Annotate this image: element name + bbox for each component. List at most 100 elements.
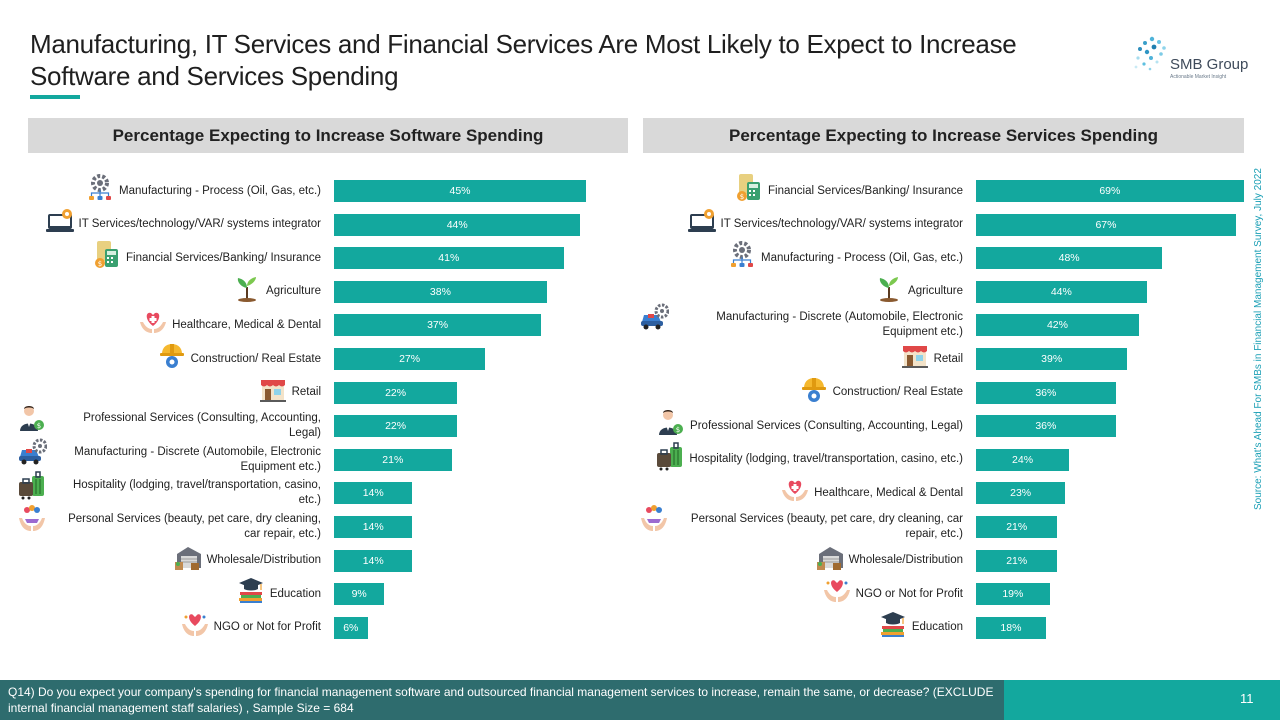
store-icon bbox=[258, 374, 288, 404]
software-bar bbox=[334, 549, 413, 572]
software-category-label: Education bbox=[269, 587, 321, 600]
svg-text:$: $ bbox=[37, 422, 41, 430]
hard-hat-icon bbox=[799, 374, 829, 404]
professional-icon: $ bbox=[17, 403, 47, 433]
services-bar-value-label: 67% bbox=[1095, 218, 1117, 231]
heart-hand-icon bbox=[822, 575, 852, 605]
services-bar bbox=[976, 482, 1066, 505]
services-bar bbox=[976, 415, 1116, 438]
services-category-label: Wholesale/Distribution bbox=[848, 554, 963, 567]
software-bar bbox=[334, 280, 547, 303]
software-bar-value-label: 44% bbox=[446, 218, 468, 231]
software-bar bbox=[334, 348, 486, 370]
source-note: Source: What's Ahead For SMBs in Financi… bbox=[1253, 168, 1264, 510]
calculator-icon: $ bbox=[734, 172, 764, 202]
page-title: Manufacturing, IT Services and Financial… bbox=[30, 29, 1017, 91]
software-bar-value-label: 14% bbox=[362, 487, 384, 500]
svg-text:$: $ bbox=[676, 426, 680, 434]
services-bar bbox=[976, 583, 1050, 606]
logo-name: SMB Group bbox=[1170, 56, 1249, 73]
software-bar-value-label: 6% bbox=[343, 621, 359, 634]
software-bar-value-label: 37% bbox=[427, 319, 449, 332]
software-category-label: Hospitality (lodging, travel/transportat… bbox=[72, 479, 321, 507]
services-bar-value-label: 36% bbox=[1035, 386, 1057, 399]
services-category-label: Financial Services/Banking/ Insurance bbox=[768, 184, 963, 197]
services-bar bbox=[976, 516, 1058, 538]
software-bar bbox=[334, 247, 564, 270]
luggage-icon bbox=[655, 441, 685, 471]
software-bar bbox=[334, 583, 385, 606]
gear-icon bbox=[85, 172, 115, 202]
car-gear-icon bbox=[639, 302, 670, 332]
software-category-label: Construction/ Real Estate bbox=[190, 352, 321, 365]
services-bar-value-label: 21% bbox=[1006, 554, 1028, 567]
services-bar bbox=[976, 280, 1147, 303]
software-bar-value-label: 9% bbox=[351, 588, 367, 601]
books-icon bbox=[878, 609, 908, 639]
services-bar-value-label: 39% bbox=[1041, 353, 1063, 365]
medical-hands-icon bbox=[780, 474, 810, 504]
services-category-label: Hospitality (lodging, travel/transportat… bbox=[689, 453, 963, 466]
software-bar bbox=[334, 448, 452, 471]
services-chart-title: Percentage Expecting to Increase Service… bbox=[643, 118, 1244, 153]
professional-icon: $ bbox=[656, 407, 686, 437]
services-bar-value-label: 69% bbox=[1099, 185, 1121, 197]
software-bar-value-label: 41% bbox=[438, 252, 460, 265]
services-category-label: Personal Services (beauty, pet care, dry… bbox=[690, 513, 963, 540]
gear-icon bbox=[727, 239, 757, 269]
software-bar bbox=[334, 381, 458, 404]
services-category-label: Professional Services (Consulting, Accou… bbox=[690, 419, 963, 432]
books-icon bbox=[236, 575, 266, 605]
logo-tagline: Actionable Market Insight bbox=[1170, 74, 1227, 80]
heart-hand-icon bbox=[180, 609, 210, 639]
services-bar-value-label: 24% bbox=[1012, 453, 1034, 466]
software-bar-value-label: 21% bbox=[382, 453, 404, 466]
services-bar bbox=[976, 213, 1236, 236]
services-category-label: IT Services/technology/VAR/ systems inte… bbox=[720, 218, 963, 231]
software-bar-value-label: 22% bbox=[385, 386, 407, 399]
survey-question-footer: Q14) Do you expect your company's spendi… bbox=[0, 680, 1004, 720]
services-category-label: Healthcare, Medical & Dental bbox=[814, 486, 963, 499]
svg-text:$: $ bbox=[98, 260, 102, 268]
plant-icon bbox=[874, 273, 904, 303]
software-category-label: Wholesale/Distribution bbox=[206, 554, 321, 567]
software-category-label: Financial Services/Banking/ Insurance bbox=[126, 251, 321, 264]
software-chart-title: Percentage Expecting to Increase Softwar… bbox=[28, 118, 628, 153]
computer-icon bbox=[45, 206, 75, 236]
software-category-label: Healthcare, Medical & Dental bbox=[172, 318, 321, 331]
services-category-label: Manufacturing - Process (Oil, Gas, etc.) bbox=[761, 251, 963, 264]
car-gear-icon bbox=[17, 437, 48, 467]
plant-icon bbox=[232, 273, 262, 303]
software-bar-value-label: 14% bbox=[362, 554, 384, 567]
services-bar-value-label: 36% bbox=[1035, 420, 1057, 433]
software-bar bbox=[334, 516, 413, 538]
software-category-label: Manufacturing - Discrete (Automobile, El… bbox=[74, 445, 321, 473]
services-bar bbox=[976, 448, 1070, 471]
services-bar-value-label: 48% bbox=[1058, 252, 1080, 265]
services-bar bbox=[976, 381, 1116, 404]
footer-accent-strip bbox=[1004, 680, 1280, 720]
services-bar-value-label: 44% bbox=[1050, 285, 1072, 298]
software-category-label: IT Services/technology/VAR/ systems inte… bbox=[78, 218, 321, 231]
software-bar bbox=[334, 180, 586, 202]
services-category-label: Agriculture bbox=[908, 285, 963, 298]
software-bar bbox=[334, 482, 413, 505]
services-bar bbox=[976, 247, 1163, 270]
warehouse-icon bbox=[815, 542, 845, 572]
hands-service-icon bbox=[17, 504, 47, 534]
services-bar-value-label: 21% bbox=[1006, 521, 1028, 533]
medical-hands-icon bbox=[138, 306, 168, 336]
services-category-label: NGO or Not for Profit bbox=[855, 587, 963, 600]
software-category-label: Manufacturing - Process (Oil, Gas, etc.) bbox=[119, 184, 321, 197]
services-category-label: Manufacturing - Discrete (Automobile, El… bbox=[716, 311, 963, 339]
services-bar bbox=[976, 616, 1046, 639]
warehouse-icon bbox=[173, 542, 203, 572]
services-category-label: Education bbox=[911, 621, 963, 634]
services-bar bbox=[976, 348, 1128, 370]
title-accent-line bbox=[30, 95, 80, 99]
software-bar-value-label: 38% bbox=[429, 285, 451, 298]
software-bar bbox=[334, 314, 542, 337]
luggage-icon bbox=[17, 470, 47, 500]
services-bar bbox=[976, 180, 1244, 202]
software-bar bbox=[334, 213, 581, 236]
